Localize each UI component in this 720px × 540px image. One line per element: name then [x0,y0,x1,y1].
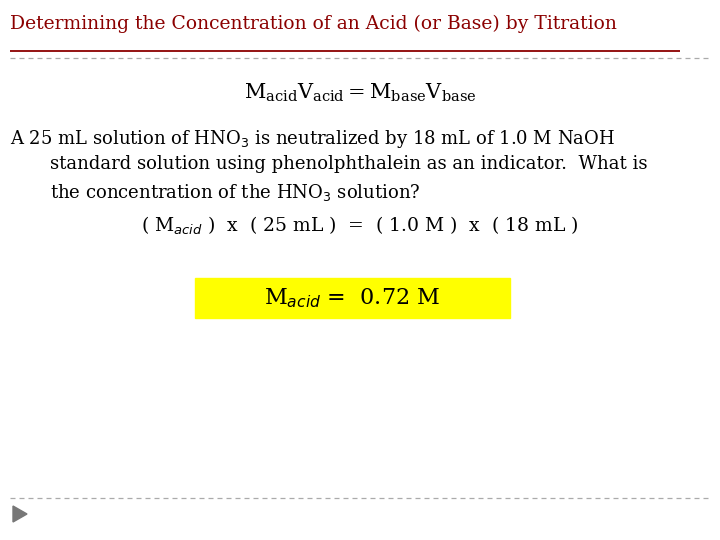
Text: M$_{acid}$ =  0.72 M: M$_{acid}$ = 0.72 M [264,286,441,310]
Text: ( M$_{acid}$ )  x  ( 25 mL )  =  ( 1.0 M )  x  ( 18 mL ): ( M$_{acid}$ ) x ( 25 mL ) = ( 1.0 M ) x… [141,215,579,237]
FancyBboxPatch shape [195,278,510,318]
Polygon shape [13,506,27,522]
Text: A 25 mL solution of HNO$_3$ is neutralized by 18 mL of 1.0 M NaOH: A 25 mL solution of HNO$_3$ is neutraliz… [10,128,615,150]
Text: Determining the Concentration of an Acid (or Base) by Titration: Determining the Concentration of an Acid… [10,15,617,33]
Text: the concentration of the HNO$_3$ solution?: the concentration of the HNO$_3$ solutio… [50,182,420,203]
Text: $\mathregular{M_{acid}V_{acid} = M_{base}V_{base}}$: $\mathregular{M_{acid}V_{acid} = M_{base… [244,82,476,104]
Text: standard solution using phenolphthalein as an indicator.  What is: standard solution using phenolphthalein … [50,155,647,173]
